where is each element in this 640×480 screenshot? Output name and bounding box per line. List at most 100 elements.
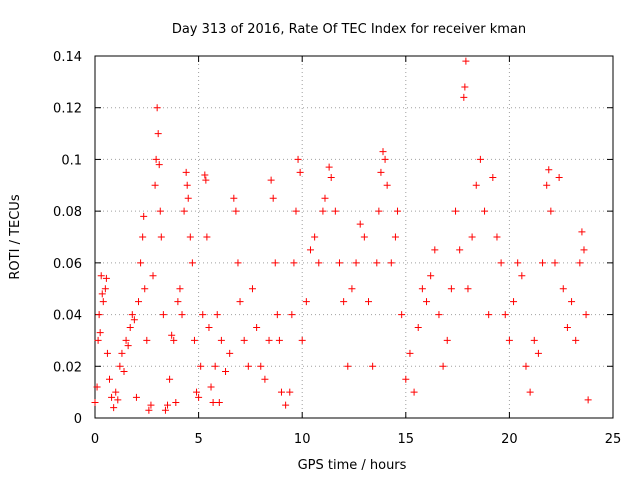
data-point — [201, 171, 209, 179]
data-point — [269, 194, 277, 202]
data-point — [286, 388, 294, 396]
chart-title: Day 313 of 2016, Rate Of TEC Index for r… — [172, 22, 526, 37]
data-point — [152, 155, 160, 163]
data-point — [472, 181, 480, 189]
y-tick-label: 0.12 — [53, 102, 82, 117]
data-point — [452, 207, 460, 215]
x-tick-label: 25 — [605, 432, 622, 447]
data-point — [543, 181, 551, 189]
data-point — [539, 259, 547, 267]
data-point — [178, 311, 186, 319]
data-point — [406, 349, 414, 357]
grid-lines — [95, 56, 613, 418]
data-point — [116, 362, 124, 370]
data-point — [166, 375, 174, 383]
data-point — [140, 212, 148, 220]
data-point — [344, 362, 352, 370]
y-tick-label: 0.06 — [53, 257, 82, 272]
data-point — [522, 362, 530, 370]
data-point — [551, 259, 559, 267]
data-point — [505, 336, 513, 344]
data-point — [205, 324, 213, 331]
data-point — [141, 285, 149, 293]
data-point — [464, 285, 472, 293]
data-point — [209, 398, 217, 406]
data-point — [563, 324, 571, 331]
data-point — [418, 285, 426, 293]
data-point — [288, 311, 296, 319]
data-point — [213, 311, 221, 319]
x-axis-ticks: 0 5 10 15 20 25 — [91, 56, 621, 447]
data-point — [277, 388, 285, 396]
data-point — [373, 259, 381, 267]
data-point — [568, 298, 576, 306]
data-point — [311, 233, 319, 241]
data-point — [319, 207, 327, 215]
data-point — [582, 311, 590, 319]
data-point — [202, 176, 210, 184]
data-point — [391, 233, 399, 241]
data-point — [95, 311, 103, 319]
data-point — [99, 298, 107, 306]
data-points — [91, 57, 592, 414]
data-point — [423, 298, 431, 306]
data-point — [545, 166, 553, 174]
data-point — [547, 207, 555, 215]
data-point — [321, 194, 329, 202]
data-point — [271, 259, 279, 267]
data-point — [126, 324, 134, 331]
y-axis-label: ROTI / TECUs — [8, 194, 23, 279]
data-point — [120, 367, 128, 375]
data-point — [186, 233, 194, 241]
data-point — [352, 259, 360, 267]
data-point — [236, 298, 244, 306]
data-point — [170, 336, 178, 344]
data-point — [103, 349, 111, 357]
data-point — [302, 298, 310, 306]
data-point — [97, 272, 105, 280]
data-point — [112, 388, 120, 396]
data-point — [584, 396, 592, 404]
data-point — [572, 336, 580, 344]
data-point — [143, 336, 151, 344]
data-point — [172, 398, 180, 406]
data-point — [108, 393, 116, 401]
data-point — [183, 181, 191, 189]
data-point — [331, 207, 339, 215]
y-tick-label: 0.1 — [61, 153, 82, 168]
data-point — [292, 207, 300, 215]
data-point — [153, 104, 161, 112]
data-point — [234, 259, 242, 267]
data-point — [578, 228, 586, 236]
data-point — [182, 168, 190, 176]
data-point — [497, 259, 505, 267]
data-point — [481, 207, 489, 215]
data-point — [199, 311, 207, 319]
data-point — [101, 285, 109, 293]
data-point — [394, 207, 402, 215]
data-point — [180, 207, 188, 215]
data-point — [157, 233, 165, 241]
data-point — [381, 155, 389, 163]
data-point — [215, 398, 223, 406]
data-point — [290, 259, 298, 267]
x-tick-label: 20 — [501, 432, 518, 447]
data-point — [232, 207, 240, 215]
data-point — [149, 272, 157, 280]
data-point — [460, 93, 468, 101]
y-tick-label: 0 — [74, 412, 82, 427]
data-point — [315, 259, 323, 267]
data-point — [240, 336, 248, 344]
data-point — [530, 336, 538, 344]
x-tick-label: 10 — [294, 432, 311, 447]
data-point — [555, 174, 563, 182]
x-tick-label: 5 — [194, 432, 202, 447]
data-point — [296, 168, 304, 176]
data-point — [114, 396, 122, 404]
data-point — [207, 383, 215, 391]
x-tick-label: 15 — [398, 432, 415, 447]
data-point — [118, 349, 126, 357]
data-point — [431, 246, 439, 254]
data-point — [435, 311, 443, 319]
data-point — [122, 336, 130, 344]
